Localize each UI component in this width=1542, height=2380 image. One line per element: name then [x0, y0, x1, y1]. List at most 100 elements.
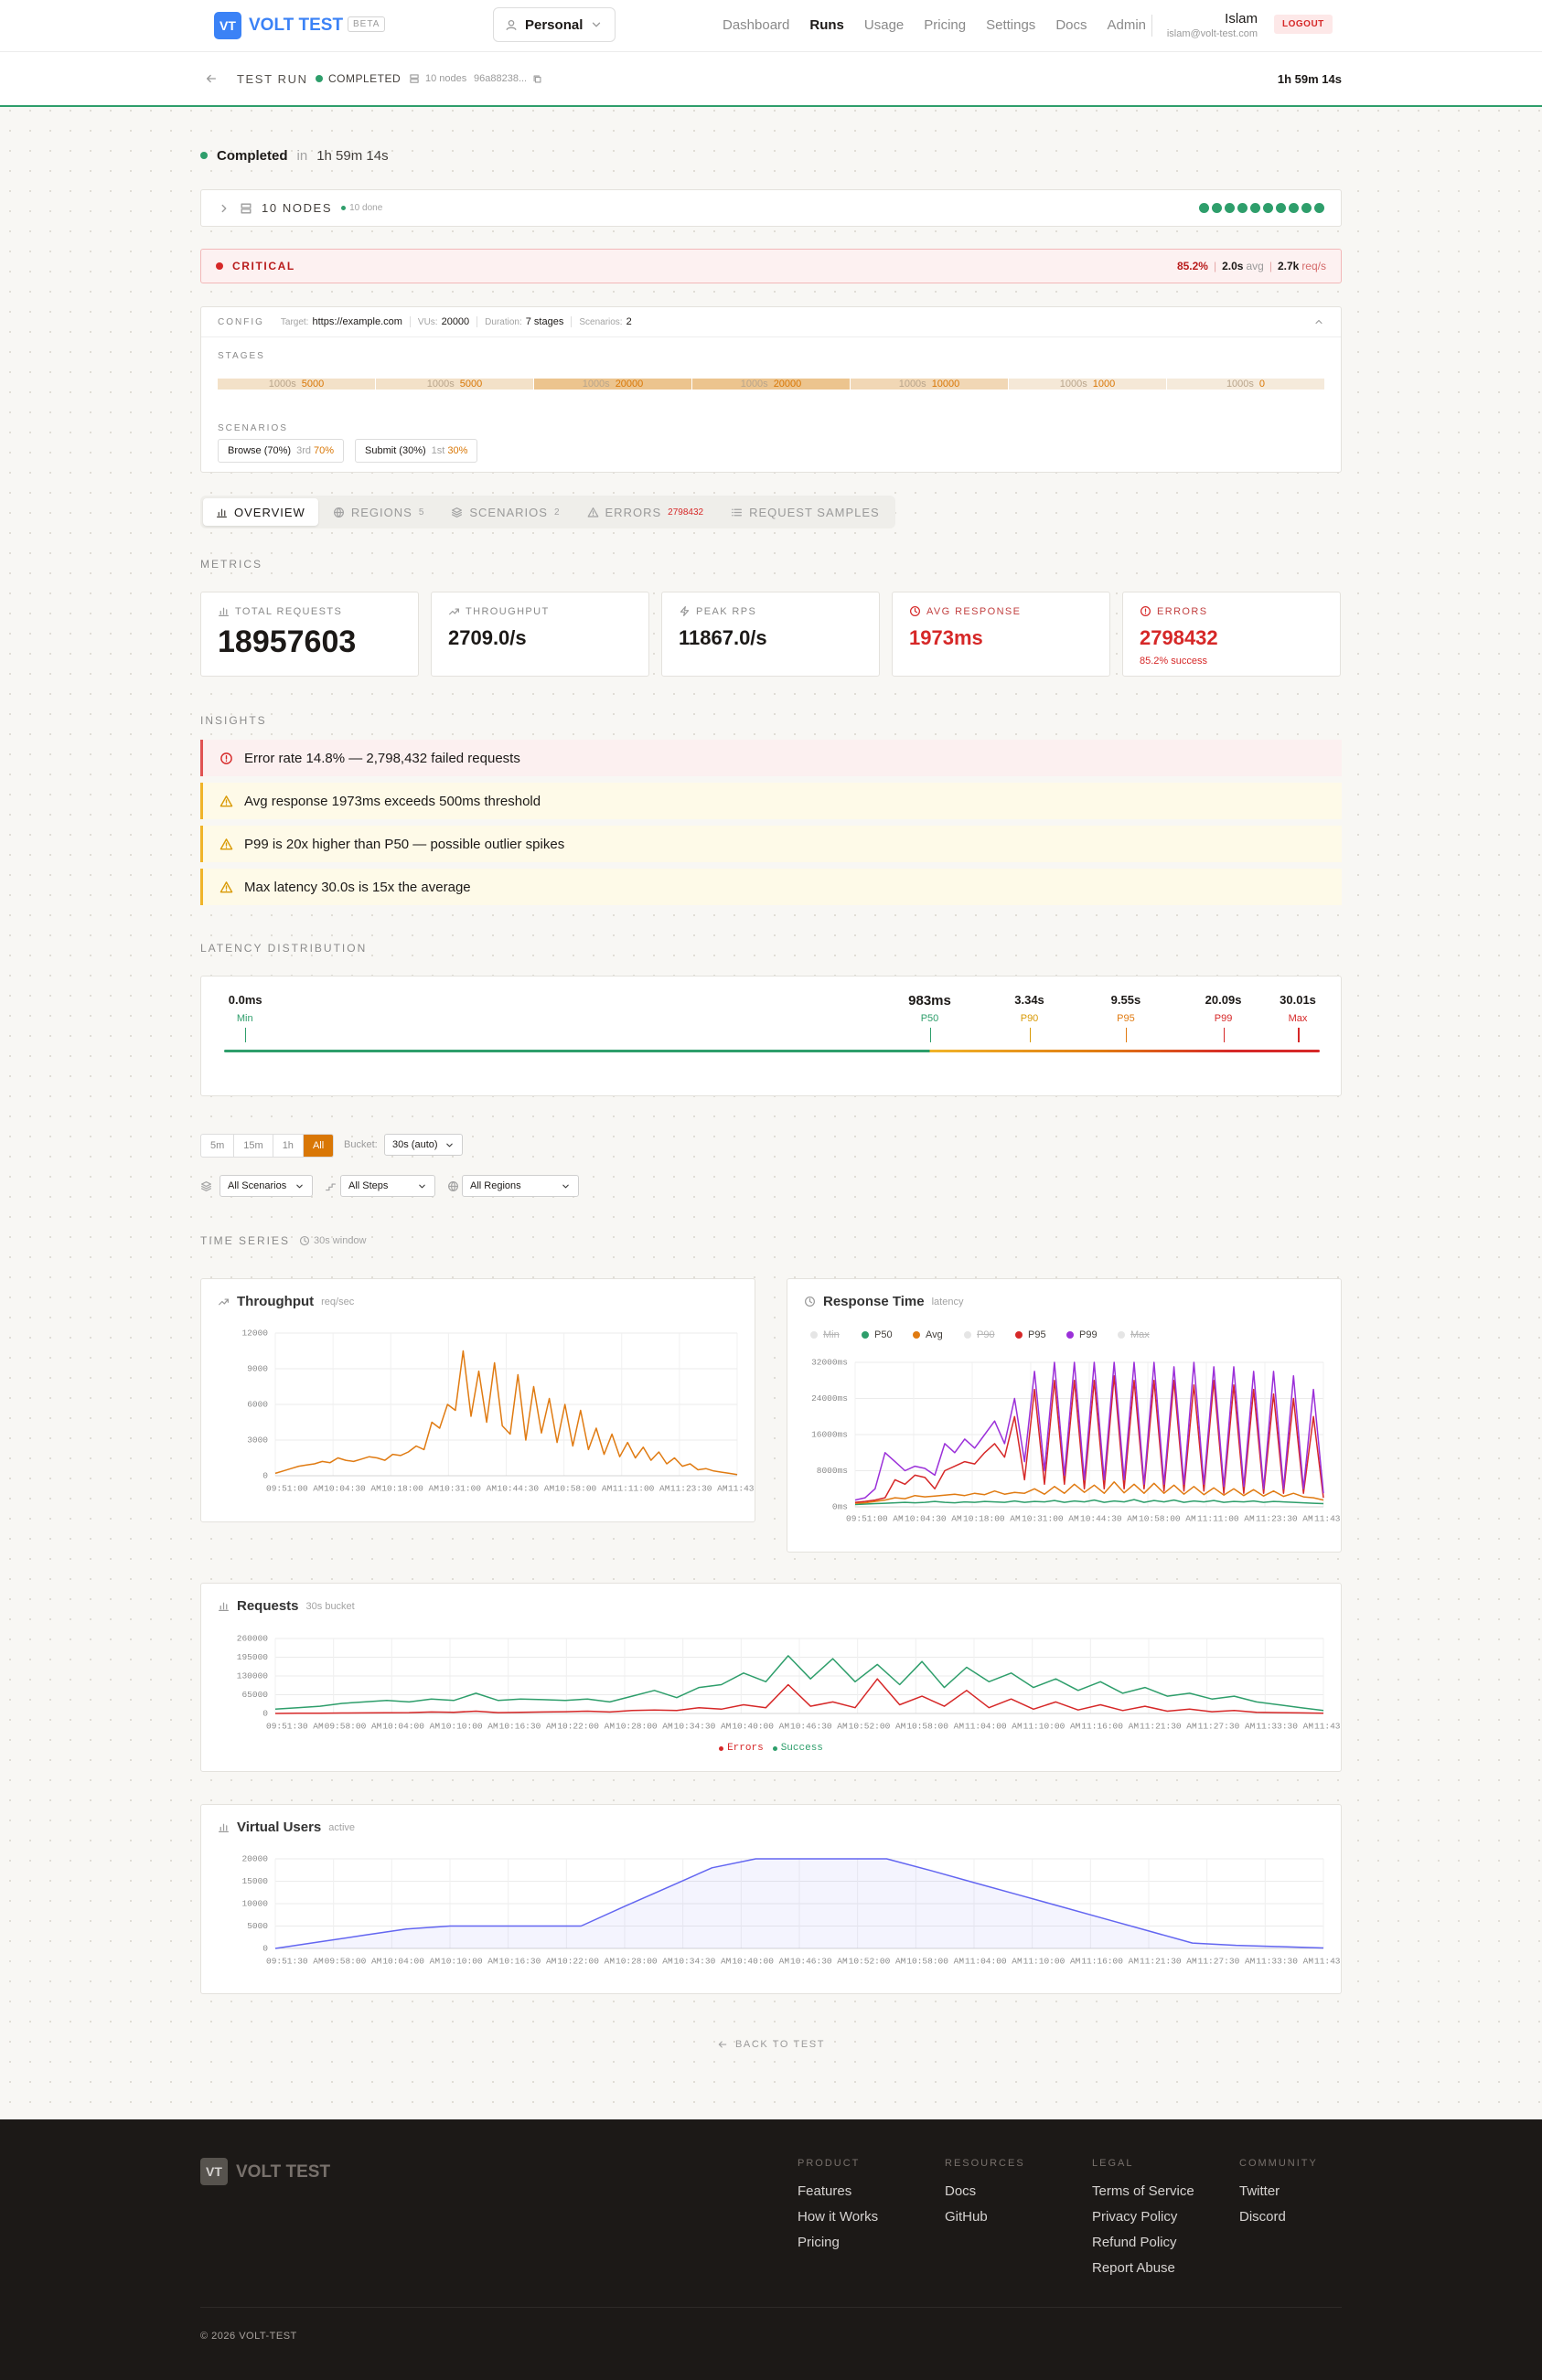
- legend-item[interactable]: Success: [772, 1743, 823, 1754]
- y-tick-label: 20000: [241, 1854, 268, 1864]
- icon-svg: [718, 2041, 727, 2048]
- icon-path: [587, 507, 598, 518]
- logout-button[interactable]: LOGOUT: [1274, 15, 1333, 34]
- summary-in: in: [296, 147, 308, 164]
- footer-heading: RESOURCES: [945, 2158, 1025, 2169]
- footer-link[interactable]: Docs: [945, 2183, 977, 2199]
- chart-header: Response Time latency: [804, 1294, 963, 1309]
- tab[interactable]: REGIONS 5: [320, 498, 437, 526]
- node-dot: [1263, 203, 1273, 213]
- legend-item[interactable]: P50: [862, 1329, 893, 1340]
- footer-link[interactable]: How it Works: [798, 2209, 879, 2225]
- chart-plot: 0ms 8000ms 16000ms 24000ms 32000ms 09:51:00 A…: [811, 1358, 1341, 1524]
- run-duration: 1h 59m 14s: [1277, 71, 1342, 86]
- y-tick-label: 8000ms: [817, 1466, 848, 1476]
- footer-link[interactable]: Discord: [1239, 2209, 1286, 2225]
- y-tick-label: 0ms: [832, 1502, 848, 1512]
- chart-title: Throughput: [237, 1294, 315, 1309]
- nav-link[interactable]: Usage: [863, 17, 905, 33]
- tab[interactable]: OVERVIEW: [203, 498, 318, 526]
- legend-item[interactable]: P95: [1015, 1329, 1046, 1340]
- x-tick-label: 11:16:00 AM: [1081, 1722, 1139, 1732]
- filter-select[interactable]: All Steps: [340, 1175, 435, 1197]
- range-button[interactable]: All: [303, 1135, 334, 1157]
- y-tick-label: 260000: [237, 1634, 269, 1644]
- run-status: COMPLETED: [316, 52, 401, 105]
- icon-circle: [910, 606, 920, 616]
- status-dot: [316, 75, 323, 82]
- scenario-chip: Submit (30%) 1st 30%: [355, 439, 478, 463]
- summary-status: Completed: [217, 147, 288, 164]
- x-tick-label: 10:44:30 AM: [1080, 1514, 1138, 1524]
- metric-label: ERRORS: [1157, 605, 1208, 617]
- metric-value: 11867.0/s: [679, 626, 767, 649]
- latency-value: 0.0ms: [228, 993, 262, 1007]
- scenario-chip: Browse (70%) 3rd 70%: [218, 439, 345, 463]
- footer-link[interactable]: Report Abuse: [1092, 2260, 1175, 2276]
- footer-link[interactable]: Features: [798, 2183, 852, 2199]
- done-dot: [341, 206, 347, 210]
- back-link[interactable]: BACK TO TEST: [200, 2039, 1342, 2050]
- nodes-panel: 10 NODES 10 done: [200, 189, 1342, 227]
- legend-item[interactable]: P99: [1066, 1329, 1098, 1340]
- legend-item[interactable]: Errors: [719, 1743, 764, 1754]
- footer-link[interactable]: Twitter: [1239, 2183, 1280, 2199]
- critical-banner: CRITICAL 85.2% | 2.0s avg | 2.7k req/s: [200, 249, 1342, 283]
- footer-heading: PRODUCT: [798, 2158, 861, 2169]
- y-tick-label: 32000ms: [811, 1358, 848, 1368]
- back-arrow[interactable]: [205, 52, 218, 105]
- icon-path: [220, 838, 233, 849]
- nav-link[interactable]: Settings: [986, 17, 1036, 33]
- summary-duration: 1h 59m 14s: [316, 147, 389, 164]
- nodes-label: 10 NODES: [262, 201, 333, 215]
- icon: [717, 2039, 728, 2050]
- config-panel: CONFIG Target: https://example.com VUs: 2000…: [200, 306, 1342, 473]
- nav-link[interactable]: Runs: [809, 17, 844, 33]
- x-tick-label: 10:58:00 AM: [906, 1722, 964, 1732]
- icon-path: [304, 1237, 307, 1243]
- bucket-select[interactable]: 30s (auto): [384, 1134, 463, 1156]
- footer-link[interactable]: Pricing: [798, 2235, 840, 2250]
- legend-item[interactable]: Avg: [913, 1329, 943, 1340]
- nav-link[interactable]: Dashboard: [723, 17, 790, 33]
- footer-link[interactable]: GitHub: [945, 2209, 988, 2225]
- config-key: Scenarios:: [579, 316, 623, 327]
- metric-value: 1973ms: [909, 626, 983, 649]
- x-tick-label: 10:18:00 AM: [963, 1514, 1021, 1524]
- icon-path: [448, 1181, 458, 1191]
- footer-link[interactable]: Privacy Policy: [1092, 2209, 1178, 2225]
- range-button[interactable]: 5m: [201, 1135, 235, 1157]
- x-tick-label: 11:04:00 AM: [965, 1722, 1023, 1732]
- y-tick-label: 0: [262, 1471, 268, 1481]
- workspace-switcher[interactable]: Personal: [493, 7, 616, 42]
- legend-item[interactable]: Max: [1118, 1329, 1150, 1340]
- nav-link[interactable]: Admin: [1107, 17, 1147, 33]
- tab[interactable]: REQUEST SAMPLES: [718, 498, 893, 526]
- filter-select[interactable]: All Regions: [462, 1175, 579, 1197]
- range-button[interactable]: 15m: [234, 1135, 273, 1157]
- nav-link[interactable]: Docs: [1055, 17, 1087, 33]
- footer-link[interactable]: Refund Policy: [1092, 2235, 1177, 2250]
- range-button[interactable]: 1h: [273, 1135, 304, 1157]
- legend-item[interactable]: P90: [964, 1329, 995, 1340]
- chart-header: Virtual Users active: [218, 1820, 355, 1835]
- footer-link[interactable]: Terms of Service: [1092, 2183, 1194, 2199]
- icon-path: [506, 27, 517, 30]
- tab[interactable]: SCENARIOS 2: [438, 498, 572, 526]
- latency-value: 9.55s: [1110, 993, 1141, 1007]
- filter-select[interactable]: All Scenarios: [220, 1175, 313, 1197]
- nav-links: Dashboard Runs Usage Pricing Settings Docs Adm…: [723, 17, 1146, 33]
- icon-path: [296, 1184, 303, 1188]
- icon-svg: [446, 1143, 453, 1147]
- legend-item[interactable]: Min: [810, 1329, 840, 1340]
- legend-swatch: [1015, 1331, 1023, 1339]
- nav-link[interactable]: Pricing: [924, 17, 967, 33]
- icon-circle: [805, 1297, 815, 1307]
- icon: [731, 507, 743, 518]
- latency-value: 20.09s: [1205, 993, 1242, 1007]
- icon: [218, 605, 230, 617]
- icon: [505, 18, 518, 31]
- icon-svg: [241, 203, 252, 213]
- tab-label: REGIONS: [350, 505, 412, 519]
- tab[interactable]: ERRORS 2798432: [574, 498, 717, 526]
